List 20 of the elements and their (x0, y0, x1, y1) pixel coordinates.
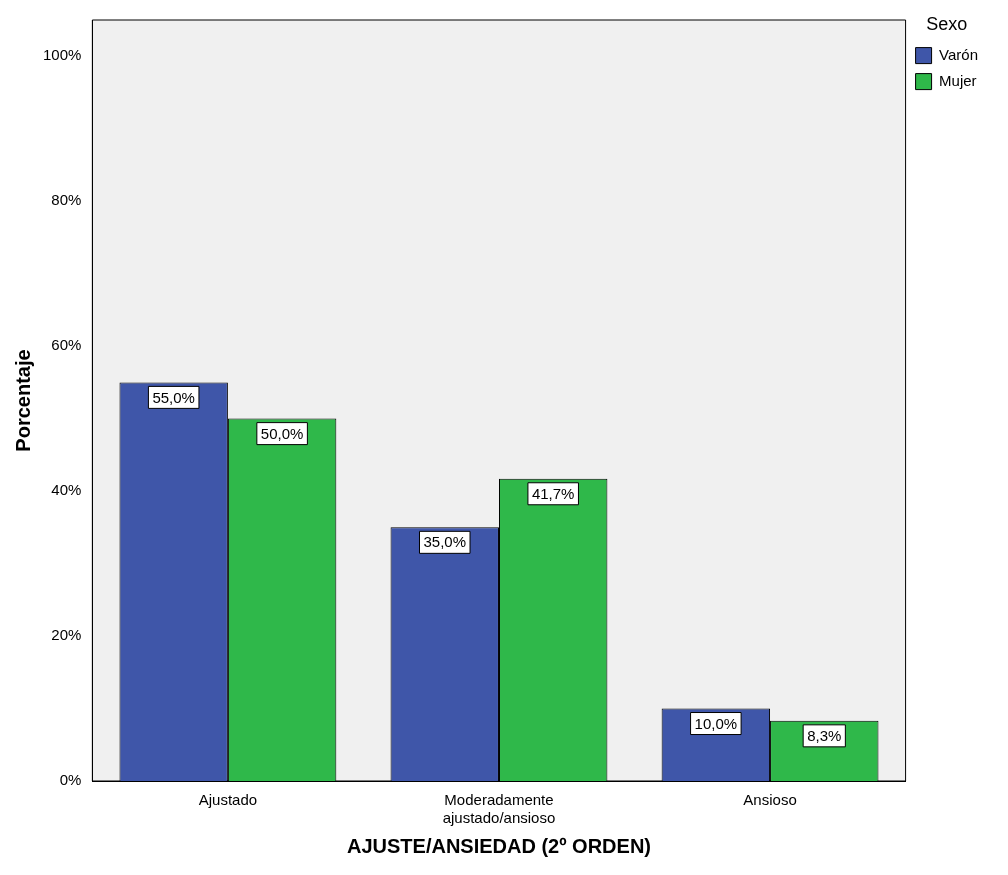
legend-label: Mujer (939, 71, 977, 89)
data-label: 35,0% (423, 533, 467, 551)
x-tick-label: Ansioso (743, 791, 797, 809)
x-tick-label: Moderadamente ajustado/ansioso (442, 791, 556, 827)
data-label: 50,0% (260, 424, 304, 442)
y-axis-title: Porcentaje (11, 349, 34, 452)
x-axis-title: AJUSTE/ANSIEDAD (2º ORDEN) (346, 834, 651, 857)
y-tick-label: 0% (59, 771, 82, 789)
data-label: 41,7% (531, 484, 575, 502)
y-tick-label: 40% (51, 481, 82, 499)
data-label: 10,0% (694, 714, 738, 732)
y-tick-label: 100% (42, 46, 82, 64)
legend-label: Varón (939, 45, 979, 63)
data-label: 8,3% (807, 726, 842, 744)
y-tick-label: 60% (51, 336, 82, 354)
y-tick-label: 20% (51, 626, 82, 644)
y-tick-label: 80% (51, 191, 82, 209)
x-tick-label: Ajustado (198, 791, 258, 809)
legend-title: Sexo (926, 13, 968, 34)
data-label: 55,0% (152, 388, 195, 406)
